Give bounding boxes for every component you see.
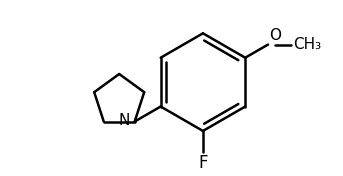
Text: O: O bbox=[269, 28, 281, 43]
Text: N: N bbox=[119, 113, 130, 128]
Text: F: F bbox=[198, 154, 208, 172]
Text: CH₃: CH₃ bbox=[293, 37, 321, 52]
